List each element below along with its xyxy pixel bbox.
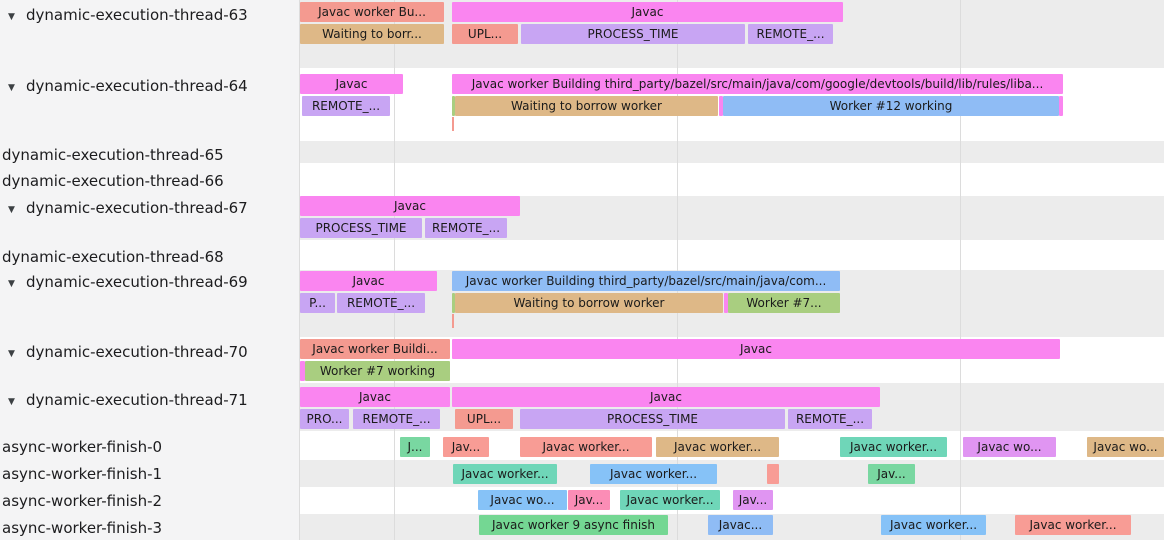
trace-event-bar[interactable]: Javac xyxy=(452,2,843,22)
trace-event-tick[interactable] xyxy=(452,314,454,328)
trace-event-bar[interactable]: Worker #7 working xyxy=(305,361,450,381)
trace-event-bar[interactable]: REMOTE_... xyxy=(788,409,872,429)
trace-event-tick[interactable] xyxy=(452,117,454,131)
track-label-async-worker-finish-3[interactable]: async-worker-finish-3 xyxy=(2,518,162,538)
track-label-dynamic-execution-thread-67[interactable]: ▼ dynamic-execution-thread-67 xyxy=(8,198,248,218)
trace-event-bar[interactable]: Javac xyxy=(300,387,450,407)
trace-event-bar[interactable]: REMOTE_... xyxy=(337,293,425,313)
trace-event-bar[interactable]: P... xyxy=(300,293,335,313)
trace-event-bar[interactable]: Javac xyxy=(300,271,437,291)
track-name-text: dynamic-execution-thread-63 xyxy=(26,6,248,24)
track-label-dynamic-execution-thread-63[interactable]: ▼ dynamic-execution-thread-63 xyxy=(8,5,248,25)
track-stripe-background xyxy=(300,141,1164,163)
trace-event-bar[interactable]: Worker #7... xyxy=(728,293,840,313)
trace-event-bar[interactable]: Jav... xyxy=(868,464,915,484)
track-name-text: async-worker-finish-1 xyxy=(2,465,163,483)
track-label-dynamic-execution-thread-66[interactable]: dynamic-execution-thread-66 xyxy=(2,171,224,191)
track-label-dynamic-execution-thread-65[interactable]: dynamic-execution-thread-65 xyxy=(2,145,224,165)
track-name-text: async-worker-finish-0 xyxy=(2,438,163,456)
trace-event-bar[interactable]: UPL... xyxy=(452,24,518,44)
collapse-triangle-icon[interactable]: ▼ xyxy=(8,83,15,93)
trace-event-bar[interactable]: Javac wo... xyxy=(1087,437,1164,457)
trace-event-bar[interactable]: Javac worker Buildi... xyxy=(300,339,450,359)
time-gridline xyxy=(960,0,961,540)
trace-event-bar[interactable] xyxy=(452,293,455,313)
trace-event-bar[interactable]: Javac worker Building third_party/bazel/… xyxy=(452,74,1063,94)
sidebar: ▼ dynamic-execution-thread-63 ▼ dynamic-exe… xyxy=(0,0,300,540)
trace-event-bar[interactable]: PROCESS_TIME xyxy=(520,409,785,429)
trace-event-bar[interactable]: Javac worker... xyxy=(453,464,557,484)
track-label-dynamic-execution-thread-70[interactable]: ▼ dynamic-execution-thread-70 xyxy=(8,342,248,362)
collapse-triangle-icon[interactable]: ▼ xyxy=(8,279,15,289)
trace-event-bar[interactable]: PRO... xyxy=(300,409,349,429)
trace-event-bar[interactable] xyxy=(724,293,728,313)
track-label-async-worker-finish-0[interactable]: async-worker-finish-0 xyxy=(2,437,162,457)
trace-event-bar[interactable] xyxy=(452,96,455,116)
trace-event-bar[interactable]: Javac xyxy=(452,387,880,407)
track-label-async-worker-finish-1[interactable]: async-worker-finish-1 xyxy=(2,464,162,484)
trace-event-bar[interactable] xyxy=(1059,96,1063,116)
track-label-async-worker-finish-2[interactable]: async-worker-finish-2 xyxy=(2,491,162,511)
trace-event-bar[interactable]: REMOTE_... xyxy=(302,96,390,116)
trace-event-bar[interactable]: Javac worker... xyxy=(881,515,986,535)
trace-event-bar[interactable]: Jav... xyxy=(443,437,489,457)
trace-event-bar[interactable]: REMOTE_... xyxy=(748,24,833,44)
trace-event-bar[interactable]: Javac worker... xyxy=(840,437,947,457)
track-stripe-background xyxy=(300,460,1164,487)
track-label-dynamic-execution-thread-69[interactable]: ▼ dynamic-execution-thread-69 xyxy=(8,272,248,292)
track-name-text: dynamic-execution-thread-67 xyxy=(26,199,248,217)
track-name-text: dynamic-execution-thread-68 xyxy=(2,248,224,266)
trace-event-bar[interactable]: PROCESS_TIME xyxy=(521,24,745,44)
trace-event-bar[interactable]: Jav... xyxy=(568,490,610,510)
time-gridline xyxy=(394,0,395,540)
trace-event-bar[interactable] xyxy=(767,464,779,484)
trace-event-bar[interactable]: Jav... xyxy=(733,490,773,510)
trace-event-bar[interactable]: Javac worker... xyxy=(620,490,720,510)
trace-event-bar[interactable]: Javac worker... xyxy=(1015,515,1131,535)
track-name-text: dynamic-execution-thread-64 xyxy=(26,77,248,95)
track-label-dynamic-execution-thread-68[interactable]: dynamic-execution-thread-68 xyxy=(2,247,224,267)
trace-event-bar[interactable]: Javac worker... xyxy=(590,464,717,484)
trace-event-bar[interactable]: PROCESS_TIME xyxy=(300,218,422,238)
trace-event-bar[interactable]: Javac worker... xyxy=(656,437,779,457)
trace-event-bar[interactable]: Javac wo... xyxy=(963,437,1056,457)
trace-event-bar[interactable]: Worker #12 working xyxy=(723,96,1059,116)
track-name-text: dynamic-execution-thread-70 xyxy=(26,343,248,361)
trace-event-bar[interactable]: Javac wo... xyxy=(478,490,567,510)
trace-event-bar[interactable]: Javac xyxy=(300,74,403,94)
track-name-text: dynamic-execution-thread-71 xyxy=(26,391,248,409)
trace-event-bar[interactable] xyxy=(719,96,723,116)
track-label-dynamic-execution-thread-64[interactable]: ▼ dynamic-execution-thread-64 xyxy=(8,76,248,96)
trace-event-bar[interactable]: Javac worker... xyxy=(520,437,652,457)
collapse-triangle-icon[interactable]: ▼ xyxy=(8,397,15,407)
track-name-text: async-worker-finish-3 xyxy=(2,519,163,537)
time-gridline xyxy=(677,0,678,540)
trace-event-bar[interactable]: REMOTE_... xyxy=(353,409,440,429)
trace-event-bar[interactable]: REMOTE_... xyxy=(425,218,507,238)
trace-event-bar[interactable]: UPL... xyxy=(455,409,513,429)
collapse-triangle-icon[interactable]: ▼ xyxy=(8,205,15,215)
trace-event-bar[interactable]: J... xyxy=(400,437,430,457)
track-name-text: async-worker-finish-2 xyxy=(2,492,163,510)
trace-event-bar[interactable]: Waiting to borr... xyxy=(300,24,444,44)
trace-event-bar[interactable]: Javac xyxy=(300,196,520,216)
trace-event-bar[interactable]: Javac xyxy=(452,339,1060,359)
trace-event-bar[interactable]: Javac worker Bu... xyxy=(300,2,444,22)
trace-event-bar[interactable]: Javac worker Building third_party/bazel/… xyxy=(452,271,840,291)
trace-event-bar[interactable]: Waiting to borrow worker xyxy=(455,293,723,313)
trace-event-bar[interactable] xyxy=(300,361,305,381)
collapse-triangle-icon[interactable]: ▼ xyxy=(8,12,15,22)
trace-event-bar[interactable]: Javac worker 9 async finish xyxy=(479,515,668,535)
collapse-triangle-icon[interactable]: ▼ xyxy=(8,349,15,359)
track-label-dynamic-execution-thread-71[interactable]: ▼ dynamic-execution-thread-71 xyxy=(8,390,248,410)
track-name-text: dynamic-execution-thread-65 xyxy=(2,146,224,164)
track-name-text: dynamic-execution-thread-69 xyxy=(26,273,248,291)
trace-event-bar[interactable]: Javac... xyxy=(708,515,773,535)
trace-event-bar[interactable]: Waiting to borrow worker xyxy=(455,96,718,116)
track-name-text: dynamic-execution-thread-66 xyxy=(2,172,224,190)
